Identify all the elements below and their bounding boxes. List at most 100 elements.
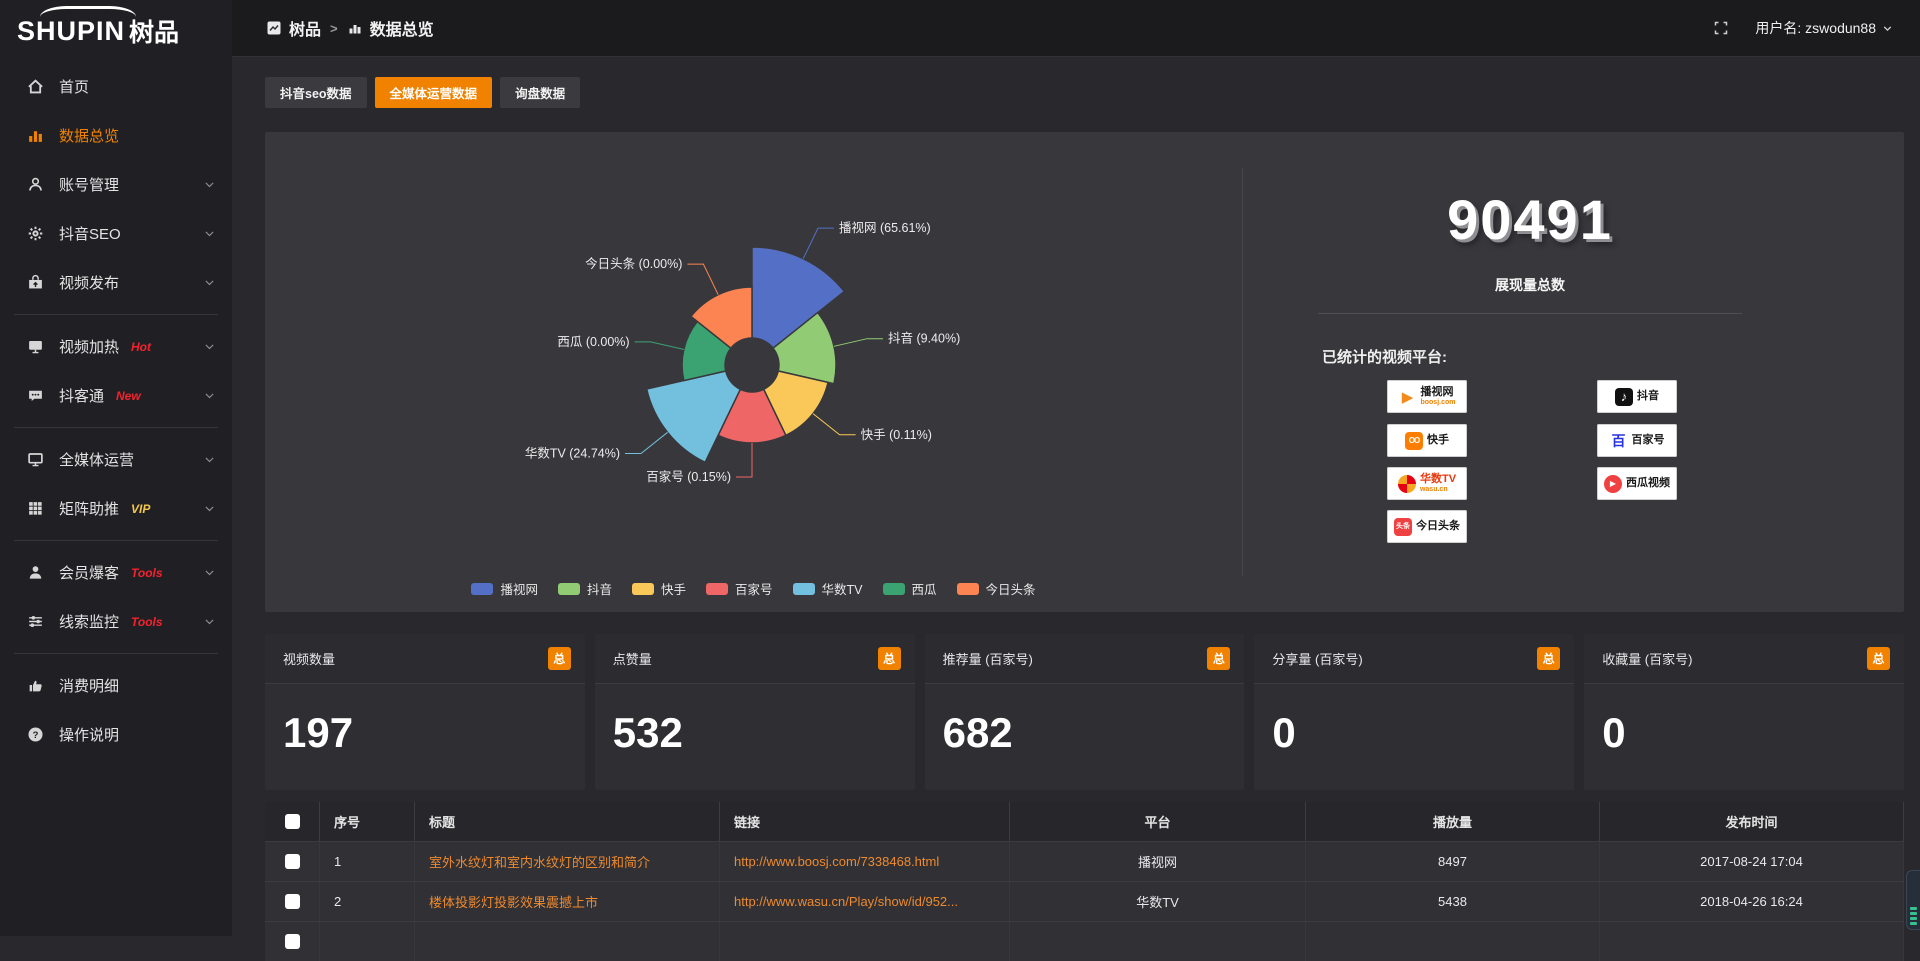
column-header-播放量: 播放量 bbox=[1306, 802, 1600, 841]
video-url-link[interactable]: http://www.boosj.com/7338468.html bbox=[734, 854, 939, 869]
pie-label: 快手 (0.11%) bbox=[861, 428, 932, 442]
table-row: 1 室外水纹灯和室内水纹灯的区别和简介 http://www.boosj.com/7… bbox=[265, 841, 1904, 881]
platform-name: 华数TV bbox=[1420, 474, 1456, 486]
header-checkbox-cell bbox=[265, 802, 320, 841]
floating-toolbar-widget[interactable] bbox=[1906, 870, 1920, 930]
legend-swatch bbox=[883, 583, 905, 595]
legend-swatch bbox=[558, 583, 580, 595]
stat-card-label: 视频数量 bbox=[283, 649, 335, 668]
tab-抖音seo数据[interactable]: 抖音seo数据 bbox=[265, 77, 367, 108]
row-checkbox-cell bbox=[265, 842, 320, 881]
table-header-row: 序号标题链接平台播放量发布时间 bbox=[265, 802, 1904, 841]
sidebar-item-数据总览[interactable]: 数据总览 bbox=[0, 111, 232, 160]
legend-swatch bbox=[471, 583, 493, 595]
stat-card-label: 推荐量 (百家号) bbox=[943, 649, 1033, 668]
video-title-link[interactable]: 楼体投影灯投影效果震撼上市 bbox=[429, 892, 598, 911]
chevron-down-icon bbox=[203, 389, 216, 402]
legend-item-百家号[interactable]: 百家号 bbox=[706, 579, 773, 598]
sidebar-item-label: 视频发布 bbox=[59, 272, 119, 293]
cell-plays: 8497 bbox=[1306, 842, 1600, 881]
cell-empty bbox=[720, 922, 1010, 961]
topbar-right: 用户名: zswodun88 bbox=[1713, 18, 1894, 38]
chevron-down-icon bbox=[203, 615, 216, 628]
table-row-partial bbox=[265, 921, 1904, 961]
sidebar-item-label: 会员爆客 bbox=[59, 562, 119, 583]
sidebar-item-label: 账号管理 bbox=[59, 174, 119, 195]
row-checkbox[interactable] bbox=[285, 854, 300, 869]
stat-card-header: 视频数量总 bbox=[265, 634, 585, 684]
baijiahao-logo-icon: 百 bbox=[1610, 432, 1628, 450]
legend-item-播视网[interactable]: 播视网 bbox=[471, 579, 538, 598]
user-menu[interactable]: 用户名: zswodun88 bbox=[1755, 18, 1894, 38]
select-all-checkbox[interactable] bbox=[285, 814, 300, 829]
tab-全媒体运营数据[interactable]: 全媒体运营数据 bbox=[375, 77, 493, 108]
cell-plays: 5438 bbox=[1306, 882, 1600, 921]
sidebar-item-label: 视频加热 bbox=[59, 336, 119, 357]
legend-item-西瓜[interactable]: 西瓜 bbox=[883, 579, 937, 598]
stat-card-header: 点赞量总 bbox=[595, 634, 915, 684]
menu-divider bbox=[14, 314, 218, 315]
legend-item-今日头条[interactable]: 今日头条 bbox=[957, 579, 1036, 598]
main-content: 抖音seo数据全媒体运营数据询盘数据 播视网 (65.61%)抖音 (9.40%… bbox=[232, 57, 1920, 936]
breadcrumb-app[interactable]: 树品 bbox=[266, 16, 321, 40]
row-checkbox[interactable] bbox=[285, 894, 300, 909]
stat-card-header: 推荐量 (百家号)总 bbox=[925, 634, 1245, 684]
legend-item-抖音[interactable]: 抖音 bbox=[558, 579, 612, 598]
sidebar-item-tag: Tools bbox=[131, 566, 163, 580]
home-icon bbox=[27, 78, 44, 95]
legend-item-快手[interactable]: 快手 bbox=[632, 579, 686, 598]
legend-label: 华数TV bbox=[822, 579, 863, 598]
pie-slice[interactable] bbox=[647, 371, 741, 462]
sidebar-item-tag: Tools bbox=[131, 615, 163, 629]
sidebar-item-消费明细[interactable]: 消费明细 bbox=[0, 661, 232, 710]
breadcrumb-page[interactable]: 数据总览 bbox=[347, 16, 434, 40]
grid-icon bbox=[27, 500, 44, 517]
cell-index: 1 bbox=[320, 842, 415, 881]
sidebar-item-账号管理[interactable]: 账号管理 bbox=[0, 160, 232, 209]
sidebar-item-首页[interactable]: 首页 bbox=[0, 62, 232, 111]
video-url-link[interactable]: http://www.wasu.cn/Play/show/id/952... bbox=[734, 894, 958, 909]
cell-index: 2 bbox=[320, 882, 415, 921]
platform-badge-百家号: 百百家号 bbox=[1597, 424, 1677, 457]
sidebar-item-操作说明[interactable]: ? 操作说明 bbox=[0, 710, 232, 759]
kuaishou-logo-icon: OO bbox=[1405, 432, 1423, 450]
video-title-link[interactable]: 室外水纹灯和室内水纹灯的区别和简介 bbox=[429, 852, 650, 871]
row-checkbox-cell bbox=[265, 922, 320, 961]
total-badge: 总 bbox=[1537, 647, 1560, 670]
platforms-counted-label: 已统计的视频平台: bbox=[1322, 346, 1447, 367]
app-icon bbox=[266, 20, 282, 36]
legend-swatch bbox=[793, 583, 815, 595]
logo-brand-cn: 树品 bbox=[129, 13, 179, 49]
stat-card-推荐量 (百家号): 推荐量 (百家号)总682 bbox=[925, 634, 1245, 790]
toutiao-logo-icon: 头条 bbox=[1394, 518, 1412, 536]
svg-text:?: ? bbox=[33, 730, 39, 741]
cell-time: 2017-08-24 17:04 bbox=[1600, 842, 1904, 881]
legend-item-华数TV[interactable]: 华数TV bbox=[793, 579, 863, 598]
platform-badge-西瓜视频: ▶西瓜视频 bbox=[1597, 467, 1677, 500]
fullscreen-icon[interactable] bbox=[1713, 20, 1729, 36]
sidebar-item-全媒体运营[interactable]: 全媒体运营 bbox=[0, 435, 232, 484]
sidebar-item-视频发布[interactable]: 视频发布 bbox=[0, 258, 232, 307]
platform-sub: boosj.com bbox=[1420, 399, 1455, 406]
sidebar-item-label: 操作说明 bbox=[59, 724, 119, 745]
sidebar-item-抖音SEO[interactable]: 抖音SEO bbox=[0, 209, 232, 258]
tab-询盘数据[interactable]: 询盘数据 bbox=[500, 77, 580, 108]
logo-arc-decoration bbox=[40, 6, 136, 28]
row-checkbox[interactable] bbox=[285, 934, 300, 949]
platform-name: 西瓜视频 bbox=[1626, 478, 1670, 490]
data-tabs: 抖音seo数据全媒体运营数据询盘数据 bbox=[265, 77, 580, 108]
sliders-icon bbox=[27, 613, 44, 630]
sidebar-item-tag: VIP bbox=[131, 502, 150, 516]
cell-empty bbox=[1600, 922, 1904, 961]
chevron-down-icon bbox=[1881, 22, 1894, 35]
cell-empty bbox=[320, 922, 415, 961]
sidebar-item-会员爆客[interactable]: 会员爆客 Tools bbox=[0, 548, 232, 597]
chevron-down-icon bbox=[203, 566, 216, 579]
table-row: 2 楼体投影灯投影效果震撼上市 http://www.wasu.cn/Play/sh… bbox=[265, 881, 1904, 921]
